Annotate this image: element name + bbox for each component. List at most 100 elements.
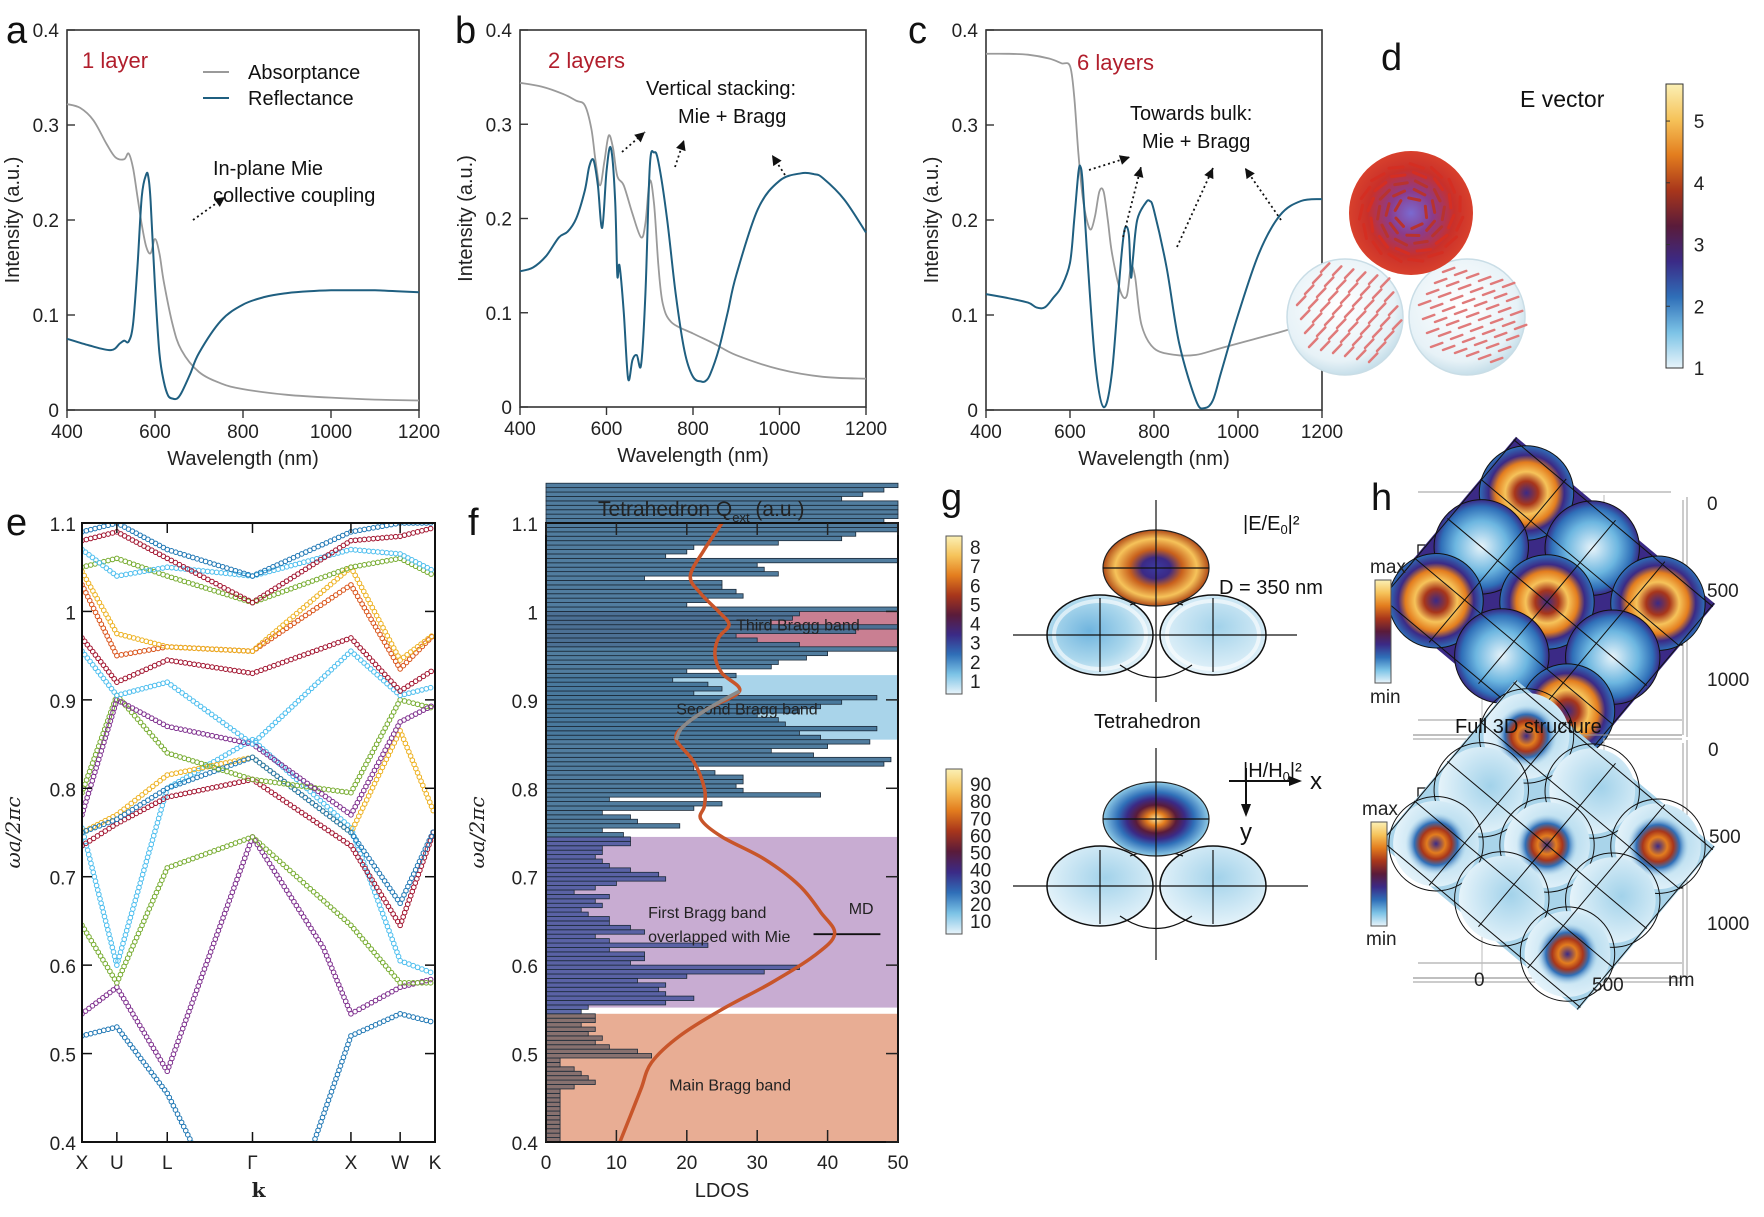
vector-arrows <box>1295 162 1528 364</box>
vector-arrow <box>1440 205 1446 222</box>
band-point <box>232 1167 237 1172</box>
band-point <box>337 913 344 920</box>
band-point <box>194 700 200 707</box>
band-point <box>137 719 144 726</box>
vector-arrow <box>1303 284 1315 296</box>
bragg-band-region <box>546 1013 898 1142</box>
band-point <box>82 1010 85 1017</box>
y-tick-label: 1 <box>527 603 538 624</box>
band-point <box>146 647 152 653</box>
band-point <box>228 1165 233 1170</box>
band-point <box>173 770 180 776</box>
band-point <box>92 652 99 658</box>
ldos-bar <box>545 973 688 979</box>
ldos-bar <box>545 655 807 661</box>
band-point <box>86 552 92 558</box>
vector-arrow <box>1489 278 1504 286</box>
band-point <box>249 741 256 747</box>
band-point <box>148 795 155 801</box>
ldos-bar <box>545 964 800 970</box>
ldos-bar <box>545 854 596 860</box>
colorbar-tick-label: 4 <box>1694 174 1705 195</box>
ldos-bar <box>545 1048 638 1054</box>
band-point <box>231 667 238 674</box>
band-point <box>82 1008 89 1014</box>
band-point <box>97 672 104 678</box>
x-tick-label: 1200 <box>845 419 887 440</box>
colorbar-h-field <box>945 768 963 935</box>
band-point <box>351 925 357 932</box>
vector-arrow <box>1441 305 1456 313</box>
band-point <box>82 825 85 831</box>
band-point <box>279 1179 284 1184</box>
band-point <box>200 662 206 669</box>
vector-arrow <box>1413 179 1429 189</box>
colorbar-tick-label: 60 <box>970 826 991 847</box>
band-point <box>222 782 229 788</box>
band-point <box>283 619 290 626</box>
ldos-bar <box>545 588 737 595</box>
vector-arrow <box>1412 187 1427 197</box>
ldos-bar <box>545 637 758 643</box>
band-point <box>114 652 120 659</box>
right-tick-1000: 1000 <box>1707 670 1749 691</box>
ldos-bar <box>545 491 864 497</box>
band-point <box>256 735 262 741</box>
vector-arrow <box>1473 339 1488 347</box>
band-point <box>266 633 273 640</box>
band-point <box>256 642 263 649</box>
band-point <box>361 562 368 568</box>
band-point <box>274 872 280 878</box>
vector-arrow <box>1425 327 1440 335</box>
band-point <box>382 963 389 969</box>
band-point <box>329 798 336 805</box>
colorbar-tick-label: 1 <box>970 672 981 693</box>
band-point <box>142 789 149 795</box>
band-point <box>92 665 99 672</box>
band-point <box>253 597 260 604</box>
band-point <box>282 710 289 716</box>
vector-arrow <box>1394 246 1411 256</box>
band-point <box>304 1162 309 1167</box>
band-point <box>421 638 428 645</box>
band-point <box>286 891 292 897</box>
panel-c-absorptance-reflectance-6-layers: 400 600 800 1000 1200 0 0.1 0.2 0.3 0.4 Wavelength… <box>908 10 1343 470</box>
band-point <box>348 635 354 641</box>
band-point <box>428 566 434 573</box>
band-point <box>348 1010 354 1017</box>
band-point <box>148 1069 155 1076</box>
band-point <box>301 1171 306 1176</box>
band-point <box>376 995 383 1002</box>
arrowhead <box>1133 167 1144 178</box>
band-point <box>106 825 112 832</box>
band-point <box>337 816 344 822</box>
band-point <box>249 754 256 761</box>
band-point <box>303 917 309 924</box>
band-point <box>275 1178 280 1183</box>
ldos-bar <box>545 991 667 997</box>
band-point <box>257 595 263 601</box>
ldos-bar <box>545 1088 561 1094</box>
band-point <box>82 922 85 929</box>
vector-arrow <box>1371 288 1383 300</box>
band-point <box>317 602 324 609</box>
band-point <box>302 691 308 698</box>
band-point <box>127 1041 133 1048</box>
band-point <box>287 802 294 808</box>
band-point <box>231 727 237 734</box>
band-point <box>191 729 197 735</box>
ldos-bar <box>545 756 892 763</box>
ldos-bar <box>545 1097 561 1103</box>
y-tick-label: 0.4 <box>952 21 979 42</box>
colorbar-ticks-e-vector: 1 2 3 4 5 <box>1666 112 1705 380</box>
band-point <box>240 669 247 675</box>
band-point <box>262 728 269 735</box>
band-point <box>266 725 272 732</box>
band-point <box>276 858 283 865</box>
band-point <box>215 1162 220 1167</box>
band-point <box>295 617 301 624</box>
ldos-bar <box>545 531 857 537</box>
vector-arrow <box>1393 181 1409 187</box>
band-point <box>85 851 92 858</box>
band-point <box>95 655 101 662</box>
